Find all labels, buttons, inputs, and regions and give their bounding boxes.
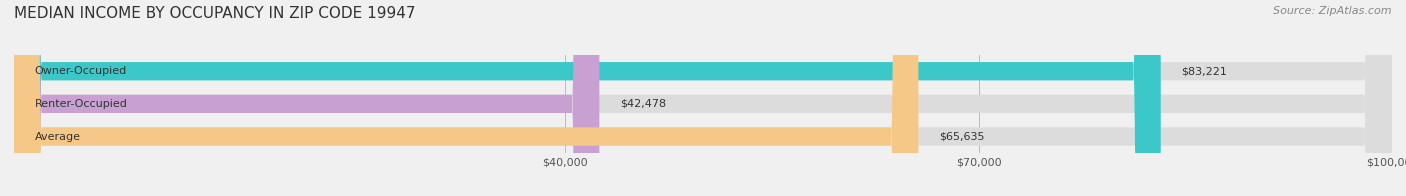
FancyBboxPatch shape [14, 0, 1392, 196]
Text: $65,635: $65,635 [939, 132, 984, 142]
Text: $83,221: $83,221 [1181, 66, 1227, 76]
Text: Source: ZipAtlas.com: Source: ZipAtlas.com [1274, 6, 1392, 16]
Text: Renter-Occupied: Renter-Occupied [35, 99, 128, 109]
FancyBboxPatch shape [14, 0, 1392, 196]
FancyBboxPatch shape [14, 0, 1392, 196]
Text: $42,478: $42,478 [620, 99, 666, 109]
Text: Owner-Occupied: Owner-Occupied [35, 66, 127, 76]
Text: Average: Average [35, 132, 80, 142]
FancyBboxPatch shape [14, 0, 599, 196]
FancyBboxPatch shape [14, 0, 918, 196]
FancyBboxPatch shape [14, 0, 1161, 196]
Text: MEDIAN INCOME BY OCCUPANCY IN ZIP CODE 19947: MEDIAN INCOME BY OCCUPANCY IN ZIP CODE 1… [14, 6, 416, 21]
